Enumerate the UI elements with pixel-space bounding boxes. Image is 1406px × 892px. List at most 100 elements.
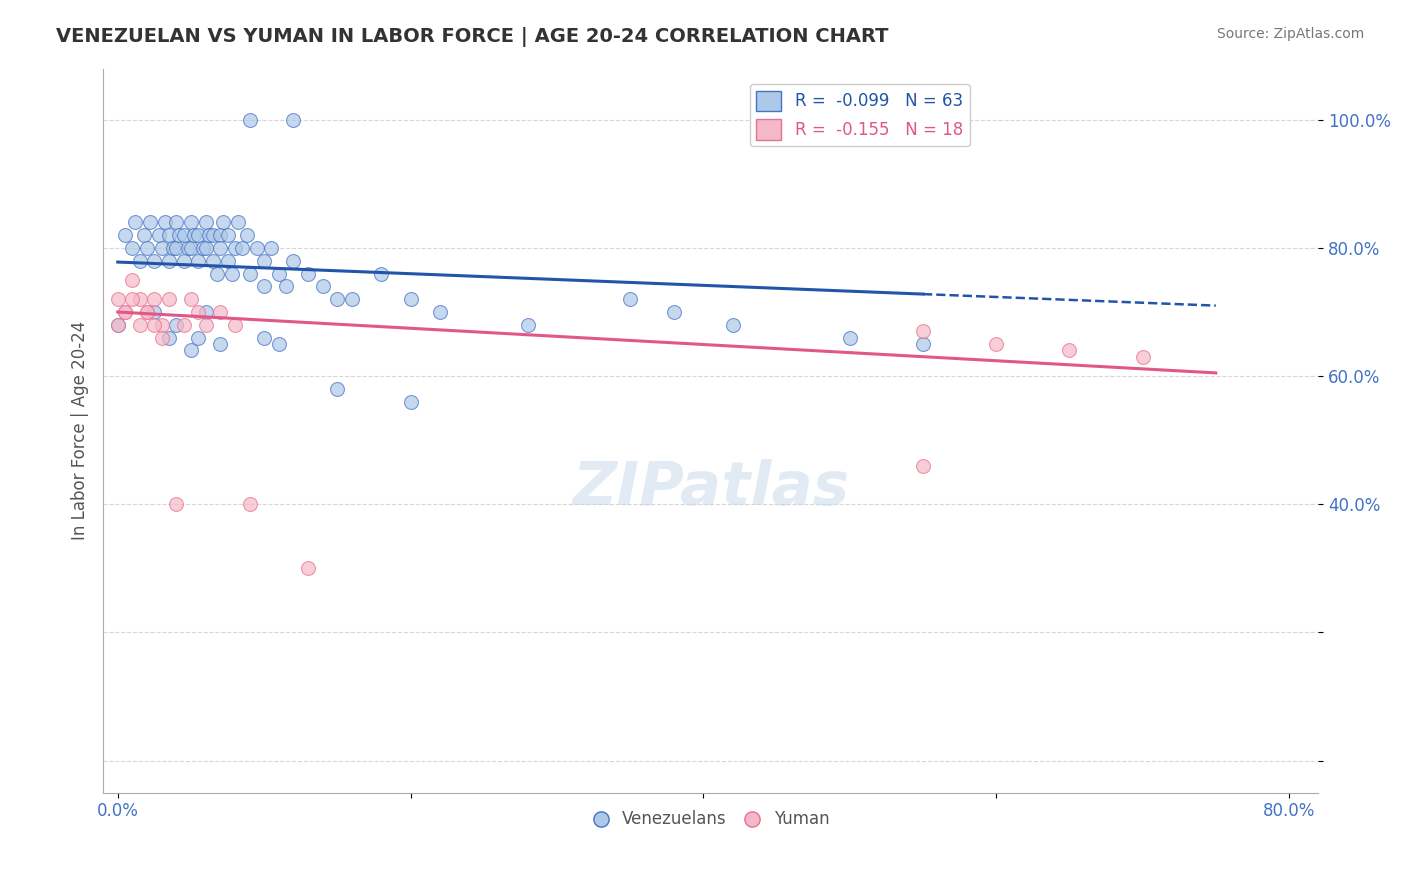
Point xyxy=(153,215,176,229)
Point xyxy=(253,253,276,268)
Point xyxy=(246,241,269,255)
Point xyxy=(167,228,190,243)
Point xyxy=(238,112,260,127)
Point xyxy=(177,241,200,255)
Point xyxy=(134,228,156,243)
Point xyxy=(187,305,209,319)
Point xyxy=(253,279,276,293)
Point xyxy=(224,241,246,255)
Point xyxy=(619,292,641,306)
Point xyxy=(399,292,422,306)
Point xyxy=(143,292,166,306)
Point xyxy=(162,241,184,255)
Point xyxy=(143,253,166,268)
Point xyxy=(238,267,260,281)
Point xyxy=(173,253,195,268)
Point xyxy=(148,228,170,243)
Point xyxy=(121,273,143,287)
Point xyxy=(399,394,422,409)
Point xyxy=(429,305,451,319)
Point xyxy=(267,337,290,351)
Point xyxy=(197,228,219,243)
Point xyxy=(662,305,685,319)
Point xyxy=(516,318,538,332)
Point xyxy=(128,292,150,306)
Point xyxy=(201,253,224,268)
Point xyxy=(326,382,349,396)
Legend: Venezuelans, Yuman: Venezuelans, Yuman xyxy=(585,804,835,835)
Point xyxy=(180,241,202,255)
Point xyxy=(157,253,180,268)
Point xyxy=(191,241,214,255)
Point xyxy=(838,331,860,345)
Point xyxy=(165,241,187,255)
Point xyxy=(283,253,305,268)
Point xyxy=(911,458,934,473)
Point xyxy=(180,215,202,229)
Point xyxy=(226,215,249,229)
Point xyxy=(201,228,224,243)
Point xyxy=(911,337,934,351)
Point xyxy=(1059,343,1081,358)
Point xyxy=(224,318,246,332)
Point xyxy=(207,267,229,281)
Point xyxy=(221,267,243,281)
Point xyxy=(194,305,217,319)
Point xyxy=(276,279,298,293)
Point xyxy=(283,112,305,127)
Point xyxy=(114,305,136,319)
Point xyxy=(136,305,159,319)
Point xyxy=(114,228,136,243)
Point xyxy=(238,497,260,511)
Point xyxy=(150,331,173,345)
Point xyxy=(150,241,173,255)
Point xyxy=(139,215,162,229)
Point xyxy=(107,318,129,332)
Point xyxy=(217,228,239,243)
Point xyxy=(143,305,166,319)
Point xyxy=(183,228,205,243)
Point xyxy=(194,215,217,229)
Point xyxy=(165,318,187,332)
Point xyxy=(986,337,1008,351)
Point xyxy=(128,318,150,332)
Point xyxy=(157,331,180,345)
Point xyxy=(136,241,159,255)
Point xyxy=(173,318,195,332)
Point xyxy=(297,561,319,575)
Point xyxy=(187,253,209,268)
Point xyxy=(165,497,187,511)
Point xyxy=(312,279,335,293)
Point xyxy=(297,267,319,281)
Point xyxy=(1132,350,1154,364)
Text: VENEZUELAN VS YUMAN IN LABOR FORCE | AGE 20-24 CORRELATION CHART: VENEZUELAN VS YUMAN IN LABOR FORCE | AGE… xyxy=(56,27,889,46)
Point xyxy=(187,228,209,243)
Point xyxy=(911,324,934,338)
Point xyxy=(128,253,150,268)
Point xyxy=(326,292,349,306)
Point xyxy=(107,318,129,332)
Point xyxy=(370,267,392,281)
Point xyxy=(143,318,166,332)
Text: Source: ZipAtlas.com: Source: ZipAtlas.com xyxy=(1216,27,1364,41)
Point xyxy=(194,241,217,255)
Point xyxy=(721,318,744,332)
Point xyxy=(124,215,146,229)
Point xyxy=(157,228,180,243)
Text: ZIPatlas: ZIPatlas xyxy=(572,459,849,518)
Point xyxy=(209,241,232,255)
Point xyxy=(187,331,209,345)
Point xyxy=(212,215,235,229)
Point xyxy=(340,292,363,306)
Point xyxy=(107,292,129,306)
Point xyxy=(217,253,239,268)
Point xyxy=(267,267,290,281)
Point xyxy=(235,228,257,243)
Point xyxy=(165,215,187,229)
Point xyxy=(194,318,217,332)
Point xyxy=(209,337,232,351)
Point xyxy=(231,241,253,255)
Point xyxy=(180,292,202,306)
Point xyxy=(114,305,136,319)
Point xyxy=(157,292,180,306)
